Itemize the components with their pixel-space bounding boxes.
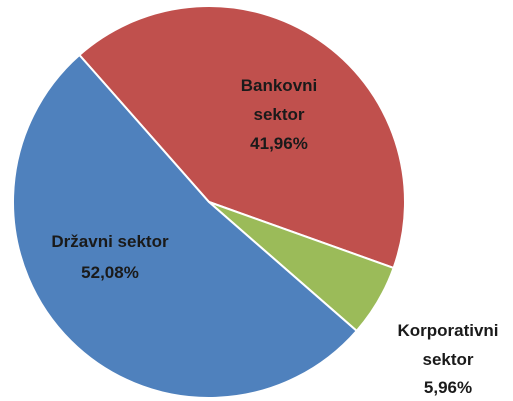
- pie-slice: [12, 53, 359, 399]
- slice-value-label: 5,96%: [423, 378, 473, 397]
- slice-value-label: 52,08%: [81, 263, 139, 282]
- slice-value-label: 41,96%: [250, 134, 308, 153]
- slice-label: Korporativni sektor: [397, 321, 499, 369]
- pie-slice: [77, 5, 406, 270]
- slice-label: Državni sektor: [51, 232, 169, 251]
- slice-label: Bankovni sektor: [240, 76, 318, 124]
